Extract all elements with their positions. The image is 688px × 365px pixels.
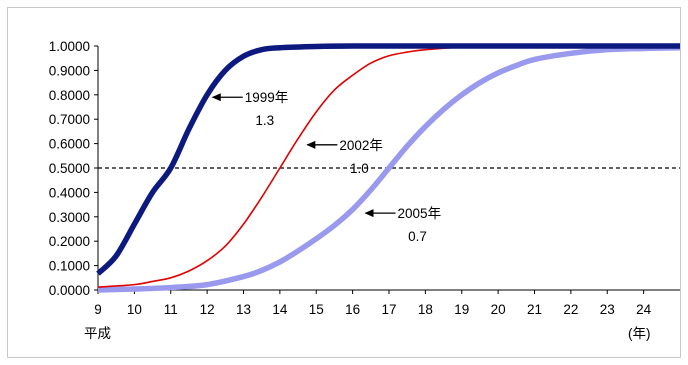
chart-frame — [7, 7, 681, 358]
annotation-value-1: 1.3 — [255, 113, 274, 128]
annotation-value-3: 0.7 — [408, 229, 427, 244]
x-axis-label-right: (年) — [628, 326, 651, 341]
x-tick-label: 10 — [127, 302, 142, 317]
x-tick-label: 13 — [236, 302, 251, 317]
y-tick-label: 0.3000 — [49, 210, 90, 225]
x-tick-label: 15 — [309, 302, 324, 317]
y-tick-label: 0.4000 — [49, 185, 90, 200]
x-tick-label: 12 — [200, 302, 215, 317]
x-tick-label: 19 — [454, 302, 469, 317]
x-tick-label: 11 — [164, 302, 178, 317]
annotation-label-2: 2002年 — [339, 138, 383, 153]
series-group — [96, 43, 681, 293]
y-tick-label: 0.6000 — [49, 137, 90, 152]
x-tick-label: 9 — [94, 302, 102, 317]
y-tick-label: 0.7000 — [49, 112, 90, 127]
y-axis: 0.0000 0.1000 0.2000 0.3000 0.4000 0.5000 0.60… — [49, 39, 99, 298]
x-tick-label: 23 — [600, 302, 615, 317]
x-tick-label: 17 — [381, 302, 396, 317]
y-tick-label: 0.1000 — [49, 259, 90, 274]
x-tick-label: 24 — [636, 302, 652, 317]
series-line-1 — [96, 43, 680, 276]
y-tick-label: 0.5000 — [49, 161, 90, 176]
x-tick-label: 18 — [418, 302, 433, 317]
x-tick-label: 16 — [345, 302, 360, 317]
y-tick-label: 0.0000 — [49, 283, 90, 298]
y-tick-label: 0.2000 — [49, 234, 90, 249]
x-axis: 9 10 11 12 13 14 15 16 17 18 19 20 21 22 23 24 — [94, 289, 680, 317]
annotation-label-1: 1999年 — [245, 90, 289, 105]
series-line-3 — [97, 44, 681, 293]
annotations: 1999年 1.3 2002年 1.0 2005年 0.7 — [211, 90, 442, 244]
annotation-label-3: 2005年 — [398, 206, 442, 221]
x-tick-label: 14 — [272, 302, 288, 317]
x-tick-label: 22 — [563, 302, 578, 317]
x-tick-label: 20 — [491, 302, 506, 317]
annotation-value-2: 1.0 — [350, 161, 369, 176]
y-tick-label: 0.9000 — [49, 63, 90, 78]
x-axis-label-left: 平成 — [84, 326, 111, 341]
y-tick-label: 0.8000 — [49, 88, 90, 103]
y-tick-label: 1.0000 — [49, 39, 90, 54]
x-tick-label: 21 — [527, 302, 542, 317]
